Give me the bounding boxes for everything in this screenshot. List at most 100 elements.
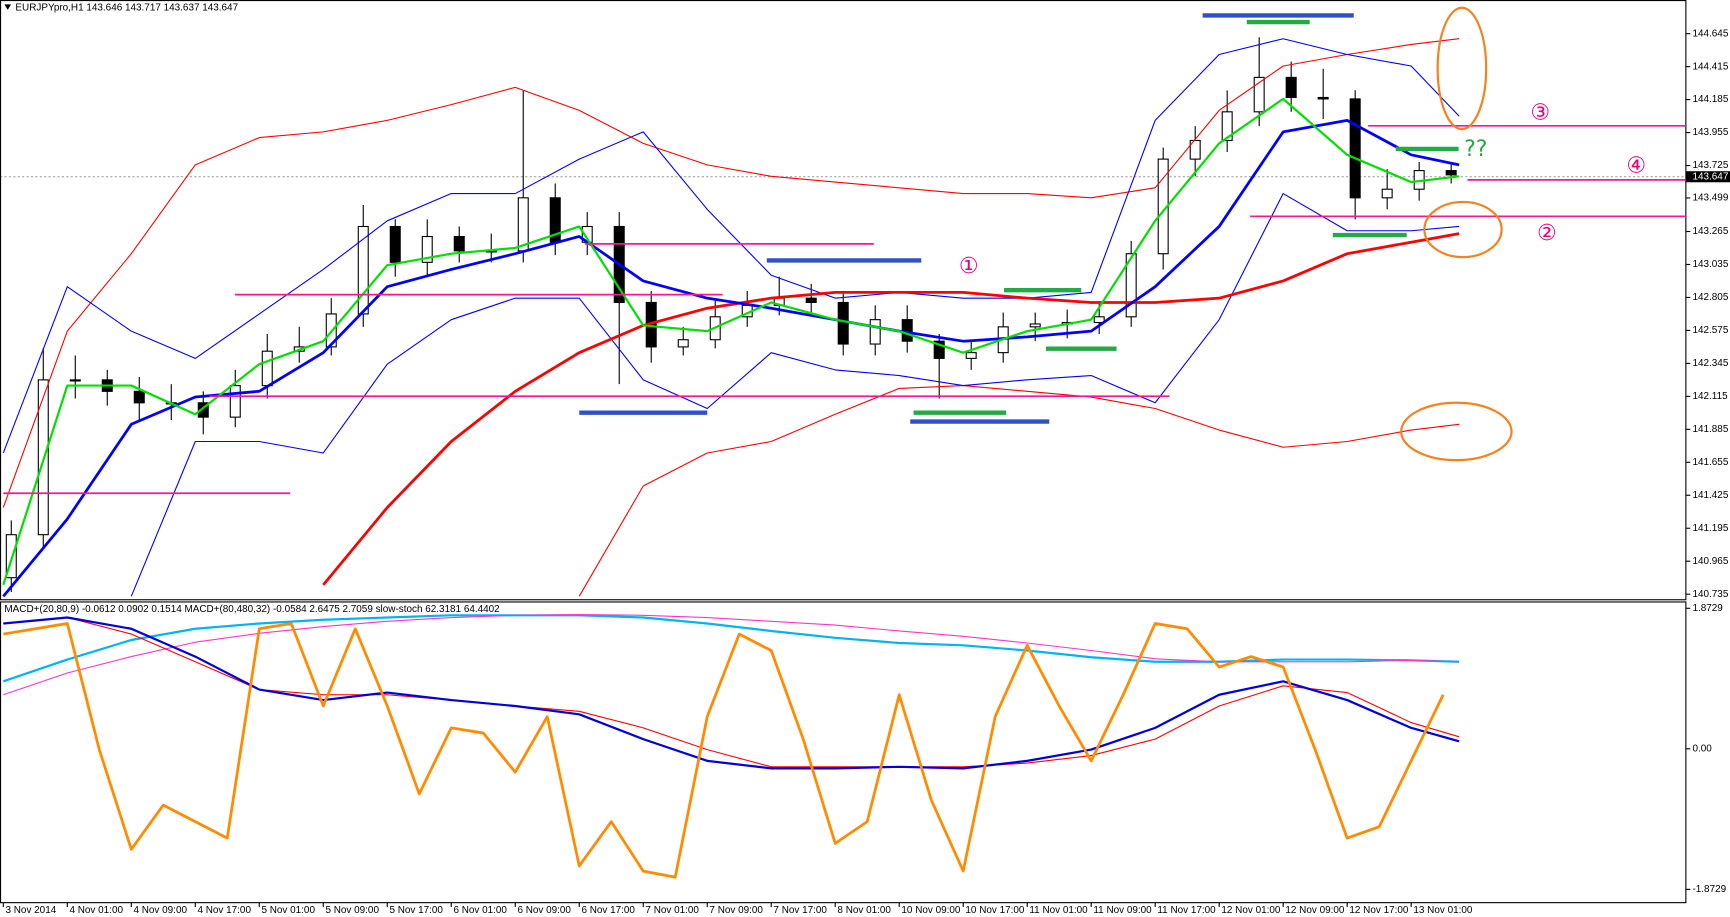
y-tick-label: 144.645: [1692, 28, 1728, 39]
highlight-ellipse: [1400, 401, 1513, 462]
x-tick-label: 13 Nov 01:00: [1413, 905, 1472, 916]
indicator-line: [2, 97, 1460, 586]
candle-body: [453, 235, 465, 252]
indicator-line: [578, 385, 1460, 597]
candle-body: [869, 319, 881, 345]
y-tick-label: 143.499: [1692, 193, 1728, 204]
y-tick-label: 142.115: [1692, 391, 1728, 402]
annotation-label: ④: [1626, 154, 1646, 179]
y-tick-label: 141.885: [1692, 424, 1728, 435]
highlight-ellipse: [1423, 200, 1503, 259]
annotation-label: ③: [1530, 101, 1550, 126]
annotation-label: ②: [1537, 221, 1557, 246]
y-tick-label: 142.575: [1692, 325, 1728, 336]
x-tick-label: 6 Nov 09:00: [517, 905, 571, 916]
x-tick-label: 11 Nov 17:00: [1157, 905, 1216, 916]
y-tick-label: 1.8729: [1692, 603, 1723, 614]
candle-body: [421, 235, 433, 263]
y-tick-label: 140.735: [1692, 589, 1728, 600]
x-tick-label: 12 Nov 17:00: [1349, 905, 1408, 916]
candle-body: [1221, 111, 1233, 142]
pane-border: [0, 0, 1687, 601]
y-tick-label: 140.965: [1692, 556, 1728, 567]
x-tick-label: 7 Nov 01:00: [645, 905, 699, 916]
y-tick-label: 144.415: [1692, 61, 1728, 72]
candle-body: [69, 379, 81, 382]
candle-body: [229, 385, 241, 418]
annotations: ① ② ③ ④ ??: [3, 6, 1686, 495]
annotation-label: ??: [1464, 137, 1487, 162]
candle-body: [805, 297, 817, 304]
candle-body: [5, 534, 17, 579]
indicator-line: [2, 119, 1460, 598]
x-tick-label: 6 Nov 17:00: [581, 905, 635, 916]
x-tick-label: 3 Nov 2014: [5, 905, 56, 916]
candle-body: [1317, 96, 1329, 100]
y-tick-label: 141.655: [1692, 457, 1728, 468]
indicator-line: [2, 38, 1460, 508]
candle-body: [1349, 98, 1361, 199]
x-tick-label: 12 Nov 01:00: [1221, 905, 1280, 916]
candle-body: [1029, 323, 1041, 328]
x-tick-label: 4 Nov 09:00: [133, 905, 187, 916]
candle-body: [1253, 76, 1265, 113]
candle-body: [357, 225, 369, 315]
x-tick-label: 12 Nov 09:00: [1285, 905, 1344, 916]
pane-border: [0, 601, 1687, 904]
indicator-line: [2, 38, 1460, 454]
indicator-line: [3, 622, 1445, 879]
x-tick-label: 5 Nov 17:00: [389, 905, 443, 916]
x-tick-label: 11 Nov 01:00: [1029, 905, 1088, 916]
x-tick-label: 7 Nov 17:00: [773, 905, 827, 916]
menu-triangle: [4, 4, 12, 10]
indicator-line: [3, 616, 1460, 770]
indicator-title: MACD+(20,80,9) -0.0612 0.0902 0.1514 MAC…: [4, 604, 500, 615]
y-tick-label: 142.805: [1692, 292, 1728, 303]
y-tick-label: 143.035: [1692, 259, 1728, 270]
candle-body: [1093, 316, 1105, 324]
x-tick-label: 11 Nov 09:00: [1093, 905, 1152, 916]
candle-body: [133, 390, 145, 404]
y-tick-label: 143.265: [1692, 226, 1728, 237]
marks: [0, 37, 1686, 879]
y-tick-label: 141.195: [1692, 523, 1728, 534]
candle-body: [1189, 139, 1201, 160]
y-tick-label: 143.725: [1692, 160, 1728, 171]
y-tick-label: 142.345: [1692, 358, 1728, 369]
candle-body: [197, 402, 209, 418]
price-label: 143.647: [1692, 171, 1728, 182]
y-tick-label: -1.8729: [1692, 884, 1726, 895]
candle-body: [1381, 188, 1393, 199]
candle-body: [261, 350, 273, 387]
candle-body: [389, 225, 401, 263]
x-tick-label: 8 Nov 01:00: [837, 905, 891, 916]
candle-body: [677, 339, 689, 348]
highlight-ellipse: [1436, 6, 1488, 131]
candle-body: [1445, 170, 1457, 176]
price-box: [1685, 171, 1730, 183]
x-tick-label: 10 Nov 17:00: [965, 905, 1024, 916]
candle-body: [1285, 76, 1297, 99]
annotation-label: ①: [959, 254, 979, 279]
candle-body: [1125, 253, 1137, 318]
x-tick-label: 10 Nov 09:00: [901, 905, 960, 916]
chart-title: EURJPYpro,H1 143.646 143.717 143.637 143…: [15, 2, 238, 13]
x-tick-label: 4 Nov 17:00: [197, 905, 251, 916]
indicator-line: [3, 613, 1460, 696]
candle-body: [901, 319, 913, 342]
candle-body: [837, 301, 849, 345]
candle-body: [933, 340, 945, 359]
y-tick-label: 143.955: [1692, 127, 1728, 138]
x-tick-label: 7 Nov 09:00: [709, 905, 763, 916]
x-tick-label: 4 Nov 01:00: [69, 905, 123, 916]
y-tick-label: 141.425: [1692, 490, 1728, 501]
x-tick-label: 6 Nov 01:00: [453, 905, 507, 916]
candle-body: [965, 352, 977, 359]
indicator-line: [322, 232, 1460, 586]
y-tick-label: 144.185: [1692, 94, 1728, 105]
x-tick-label: 5 Nov 01:00: [261, 905, 315, 916]
x-tick-label: 5 Nov 09:00: [325, 905, 379, 916]
y-tick-label: 0.00: [1692, 743, 1712, 754]
